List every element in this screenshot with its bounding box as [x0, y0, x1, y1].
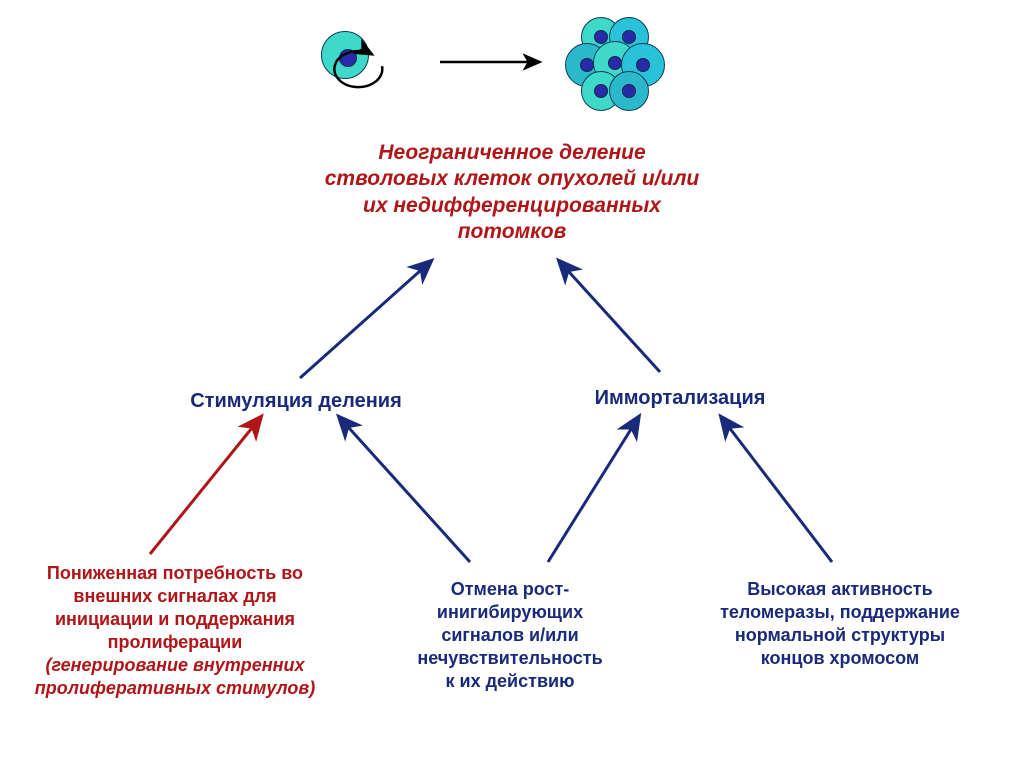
- bottom-center-node: Отмена рост-инигибирующихсигналов и/илин…: [390, 578, 630, 693]
- bottom-left-node: Пониженная потребность вовнешних сигнала…: [20, 562, 330, 700]
- bottom-right-node: Высокая активностьтеломеразы, поддержани…: [700, 578, 980, 670]
- immortalization-node: Иммортализация: [540, 387, 820, 410]
- stimulation-node: Стимуляция деления: [136, 390, 456, 413]
- title-text: Неограниченное делениестволовых клеток о…: [252, 140, 772, 245]
